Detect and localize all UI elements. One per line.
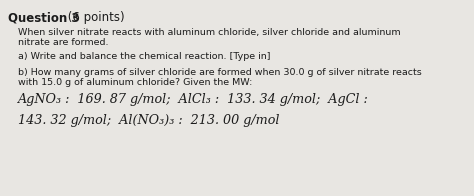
Text: AgNO₃ :  169. 87 g/mol;  AlCl₃ :  133. 34 g/mol;  AgCl :: AgNO₃ : 169. 87 g/mol; AlCl₃ : 133. 34 g… (18, 93, 369, 106)
Text: Question 3: Question 3 (8, 11, 80, 24)
Text: b) How many grams of silver chloride are formed when 30.0 g of silver nitrate re: b) How many grams of silver chloride are… (18, 68, 422, 77)
Text: with 15.0 g of aluminum chloride? Given the MW:: with 15.0 g of aluminum chloride? Given … (18, 78, 252, 87)
Text: 143. 32 g/mol;  Al(NO₃)₃ :  213. 00 g/mol: 143. 32 g/mol; Al(NO₃)₃ : 213. 00 g/mol (18, 114, 280, 127)
Text: When silver nitrate reacts with aluminum chloride, silver chloride and aluminum: When silver nitrate reacts with aluminum… (18, 28, 401, 37)
Text: (6 points): (6 points) (64, 11, 125, 24)
Text: nitrate are formed.: nitrate are formed. (18, 38, 109, 47)
Text: a) Write and balance the chemical reaction. [Type in]: a) Write and balance the chemical reacti… (18, 52, 271, 61)
